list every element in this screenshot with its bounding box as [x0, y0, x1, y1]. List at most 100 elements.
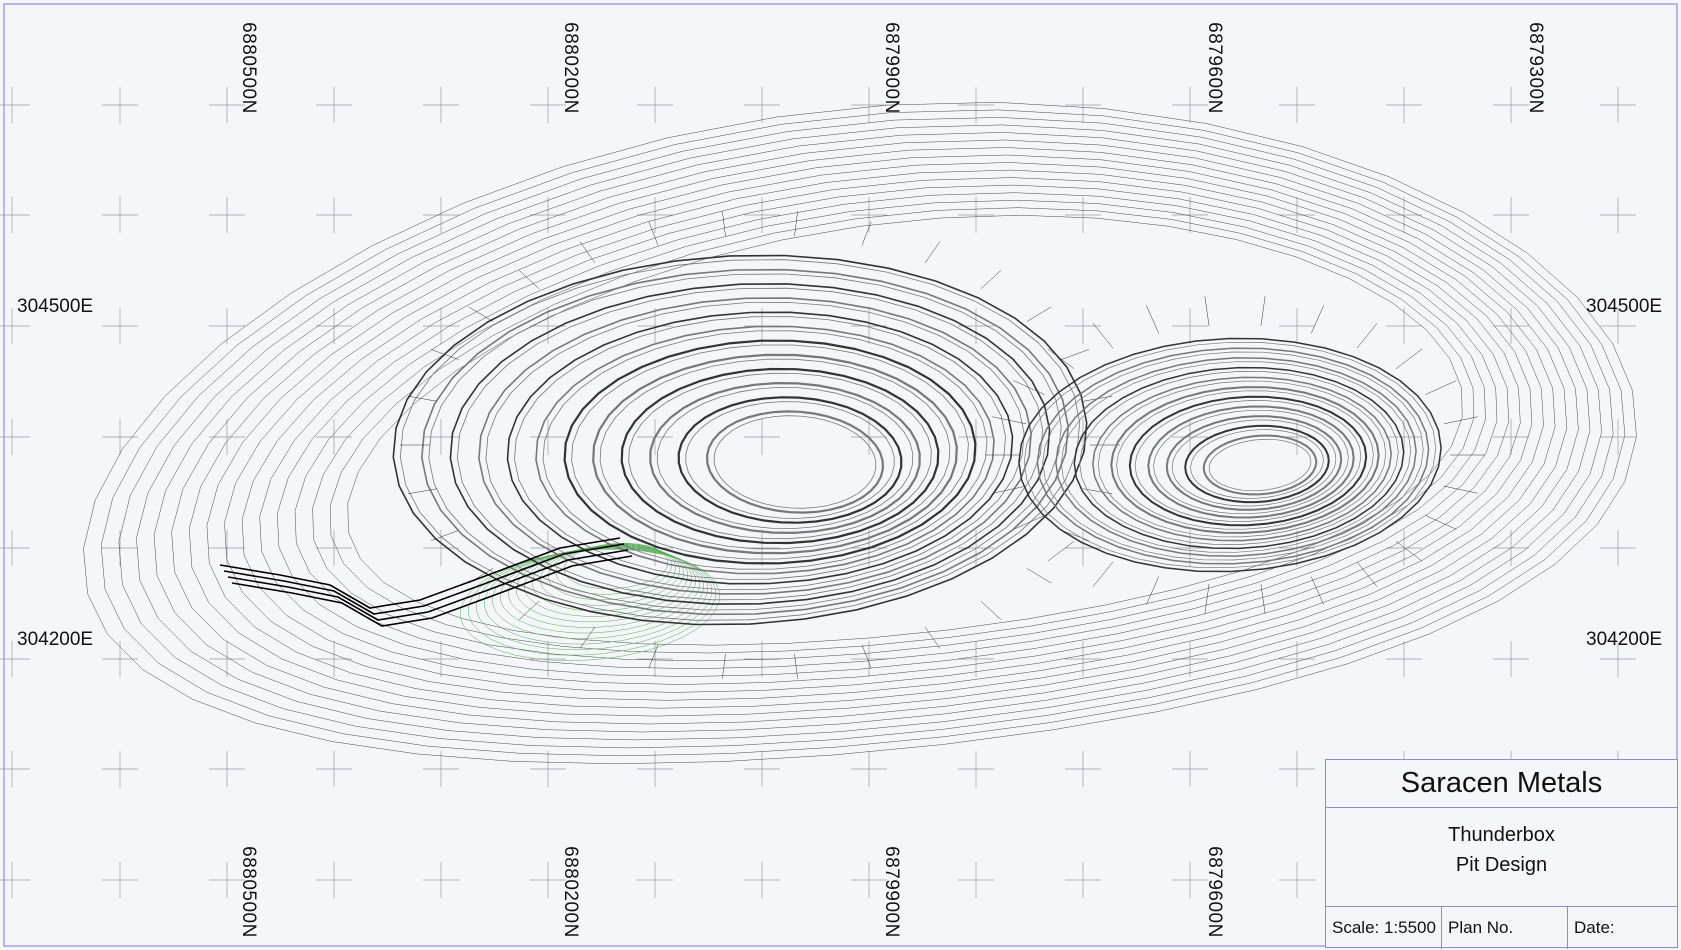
outer-contour: [259, 177, 1521, 685]
bench-tick: [861, 221, 872, 246]
bench-tick: [794, 211, 798, 237]
title-block: Saracen Metals Thunderbox Pit Design Sca…: [1325, 759, 1678, 949]
easting-label-right-1: 304500E: [1586, 296, 1663, 317]
grid-cross: [1600, 197, 1636, 233]
grid-cross: [423, 751, 459, 787]
outer-contour: [347, 214, 1463, 646]
old-pit-contour: [468, 548, 716, 656]
old-pit-contour: [564, 543, 668, 589]
grid-cross: [530, 87, 566, 123]
grid-cross: [744, 751, 780, 787]
grid-cross: [209, 751, 245, 787]
bench-tick: [861, 644, 872, 669]
northing-label-bottom-1: 6880500N: [238, 846, 259, 938]
east-pit-bench: [1147, 405, 1355, 519]
grid-cross: [1065, 751, 1101, 787]
west-pit-bench-inner: [656, 386, 914, 529]
pit-contours: [83, 102, 1637, 765]
west-pit-bench: [649, 382, 921, 535]
grid-cross: [637, 751, 673, 787]
grid-cross: [851, 87, 887, 123]
east-pit-bench: [1165, 415, 1343, 511]
east-pit-bench-inner: [1190, 429, 1324, 499]
bench-tick: [1026, 306, 1052, 322]
outer-contour: [294, 192, 1498, 669]
old-pit-contour: [508, 546, 696, 628]
bench-tick: [1425, 380, 1457, 395]
bench-tick: [980, 270, 1002, 290]
ramp-line: [227, 549, 629, 621]
bench-tick: [431, 530, 459, 541]
northing-label-top-3: 6879900N: [881, 22, 902, 114]
outer-contour: [188, 147, 1568, 717]
grid-cross: [1279, 862, 1315, 898]
east-pit-bench: [1202, 434, 1318, 496]
northing-label-top-2: 6880200N: [560, 22, 581, 114]
grid-cross: [0, 197, 30, 233]
east-pit-bench: [1128, 395, 1368, 527]
grid-cross: [1065, 419, 1101, 455]
old-pit-contour: [532, 544, 684, 612]
old-pit-contour: [460, 549, 720, 661]
grid-cross: [744, 87, 780, 123]
outer-contour: [83, 102, 1637, 765]
grid-cross: [209, 530, 245, 566]
outer-contour: [171, 139, 1579, 725]
project-description: Thunderbox Pit Design: [1326, 808, 1677, 907]
grid-cross: [1600, 87, 1636, 123]
grid-cross: [851, 641, 887, 677]
scale-field: Scale: 1:5500: [1326, 907, 1442, 949]
old-pit-contour: [476, 548, 712, 650]
ramp-line: [219, 537, 621, 609]
bench-tick: [1082, 488, 1113, 495]
outer-contour: [206, 154, 1556, 709]
bench-tick: [1026, 568, 1052, 584]
bench-tick: [579, 626, 596, 649]
bench-tick: [1395, 348, 1423, 369]
grid-cross: [423, 308, 459, 344]
grid-cross: [637, 641, 673, 677]
west-pit-bench-inner: [599, 358, 951, 550]
west-pit-bench-inner: [456, 287, 1043, 601]
west-pit-bench: [592, 353, 958, 555]
grid-cross: [423, 530, 459, 566]
bench-tick: [1311, 576, 1324, 605]
grid-cross: [209, 308, 245, 344]
grid-cross: [209, 419, 245, 455]
northing-label-top-5: 6879300N: [1525, 22, 1546, 114]
grid-cross: [1279, 87, 1315, 123]
grid-cross: [744, 862, 780, 898]
grid-cross: [1279, 751, 1315, 787]
bench-tick: [1047, 348, 1075, 369]
east-pit-bench-inner: [1042, 351, 1424, 561]
grid-cross: [1600, 308, 1636, 344]
west-pit-bench-inner: [514, 316, 1006, 580]
east-pit-bench: [1018, 337, 1442, 573]
grid-cross: [1600, 641, 1636, 677]
bench-tick: [518, 600, 540, 620]
grid-cross: [1279, 641, 1315, 677]
grid-cross: [637, 87, 673, 123]
grid-cross: [1493, 419, 1529, 455]
bench-tick: [1356, 561, 1378, 587]
project-subtitle: Pit Design: [1455, 854, 1548, 876]
bench-tick: [1146, 305, 1159, 334]
old-pit-contour: [556, 543, 672, 595]
east-pit-bench: [1184, 424, 1330, 504]
bench-tick: [648, 644, 659, 669]
grid-cross: [744, 197, 780, 233]
grid-cross: [102, 197, 138, 233]
bench-tick: [794, 653, 798, 679]
outer-contour: [329, 207, 1475, 654]
map-border: [3, 3, 1678, 947]
grid-cross: [316, 197, 352, 233]
west-pit-bench-inner: [571, 344, 969, 560]
bench-tick: [1092, 561, 1114, 587]
grid-cross: [1172, 751, 1208, 787]
grid-cross: [1386, 308, 1422, 344]
west-pit-bench-inner: [685, 401, 895, 519]
outer-contour: [153, 132, 1591, 733]
northing-label-bottom-4: 6879600N: [1204, 846, 1225, 938]
grid-cross: [1600, 530, 1636, 566]
